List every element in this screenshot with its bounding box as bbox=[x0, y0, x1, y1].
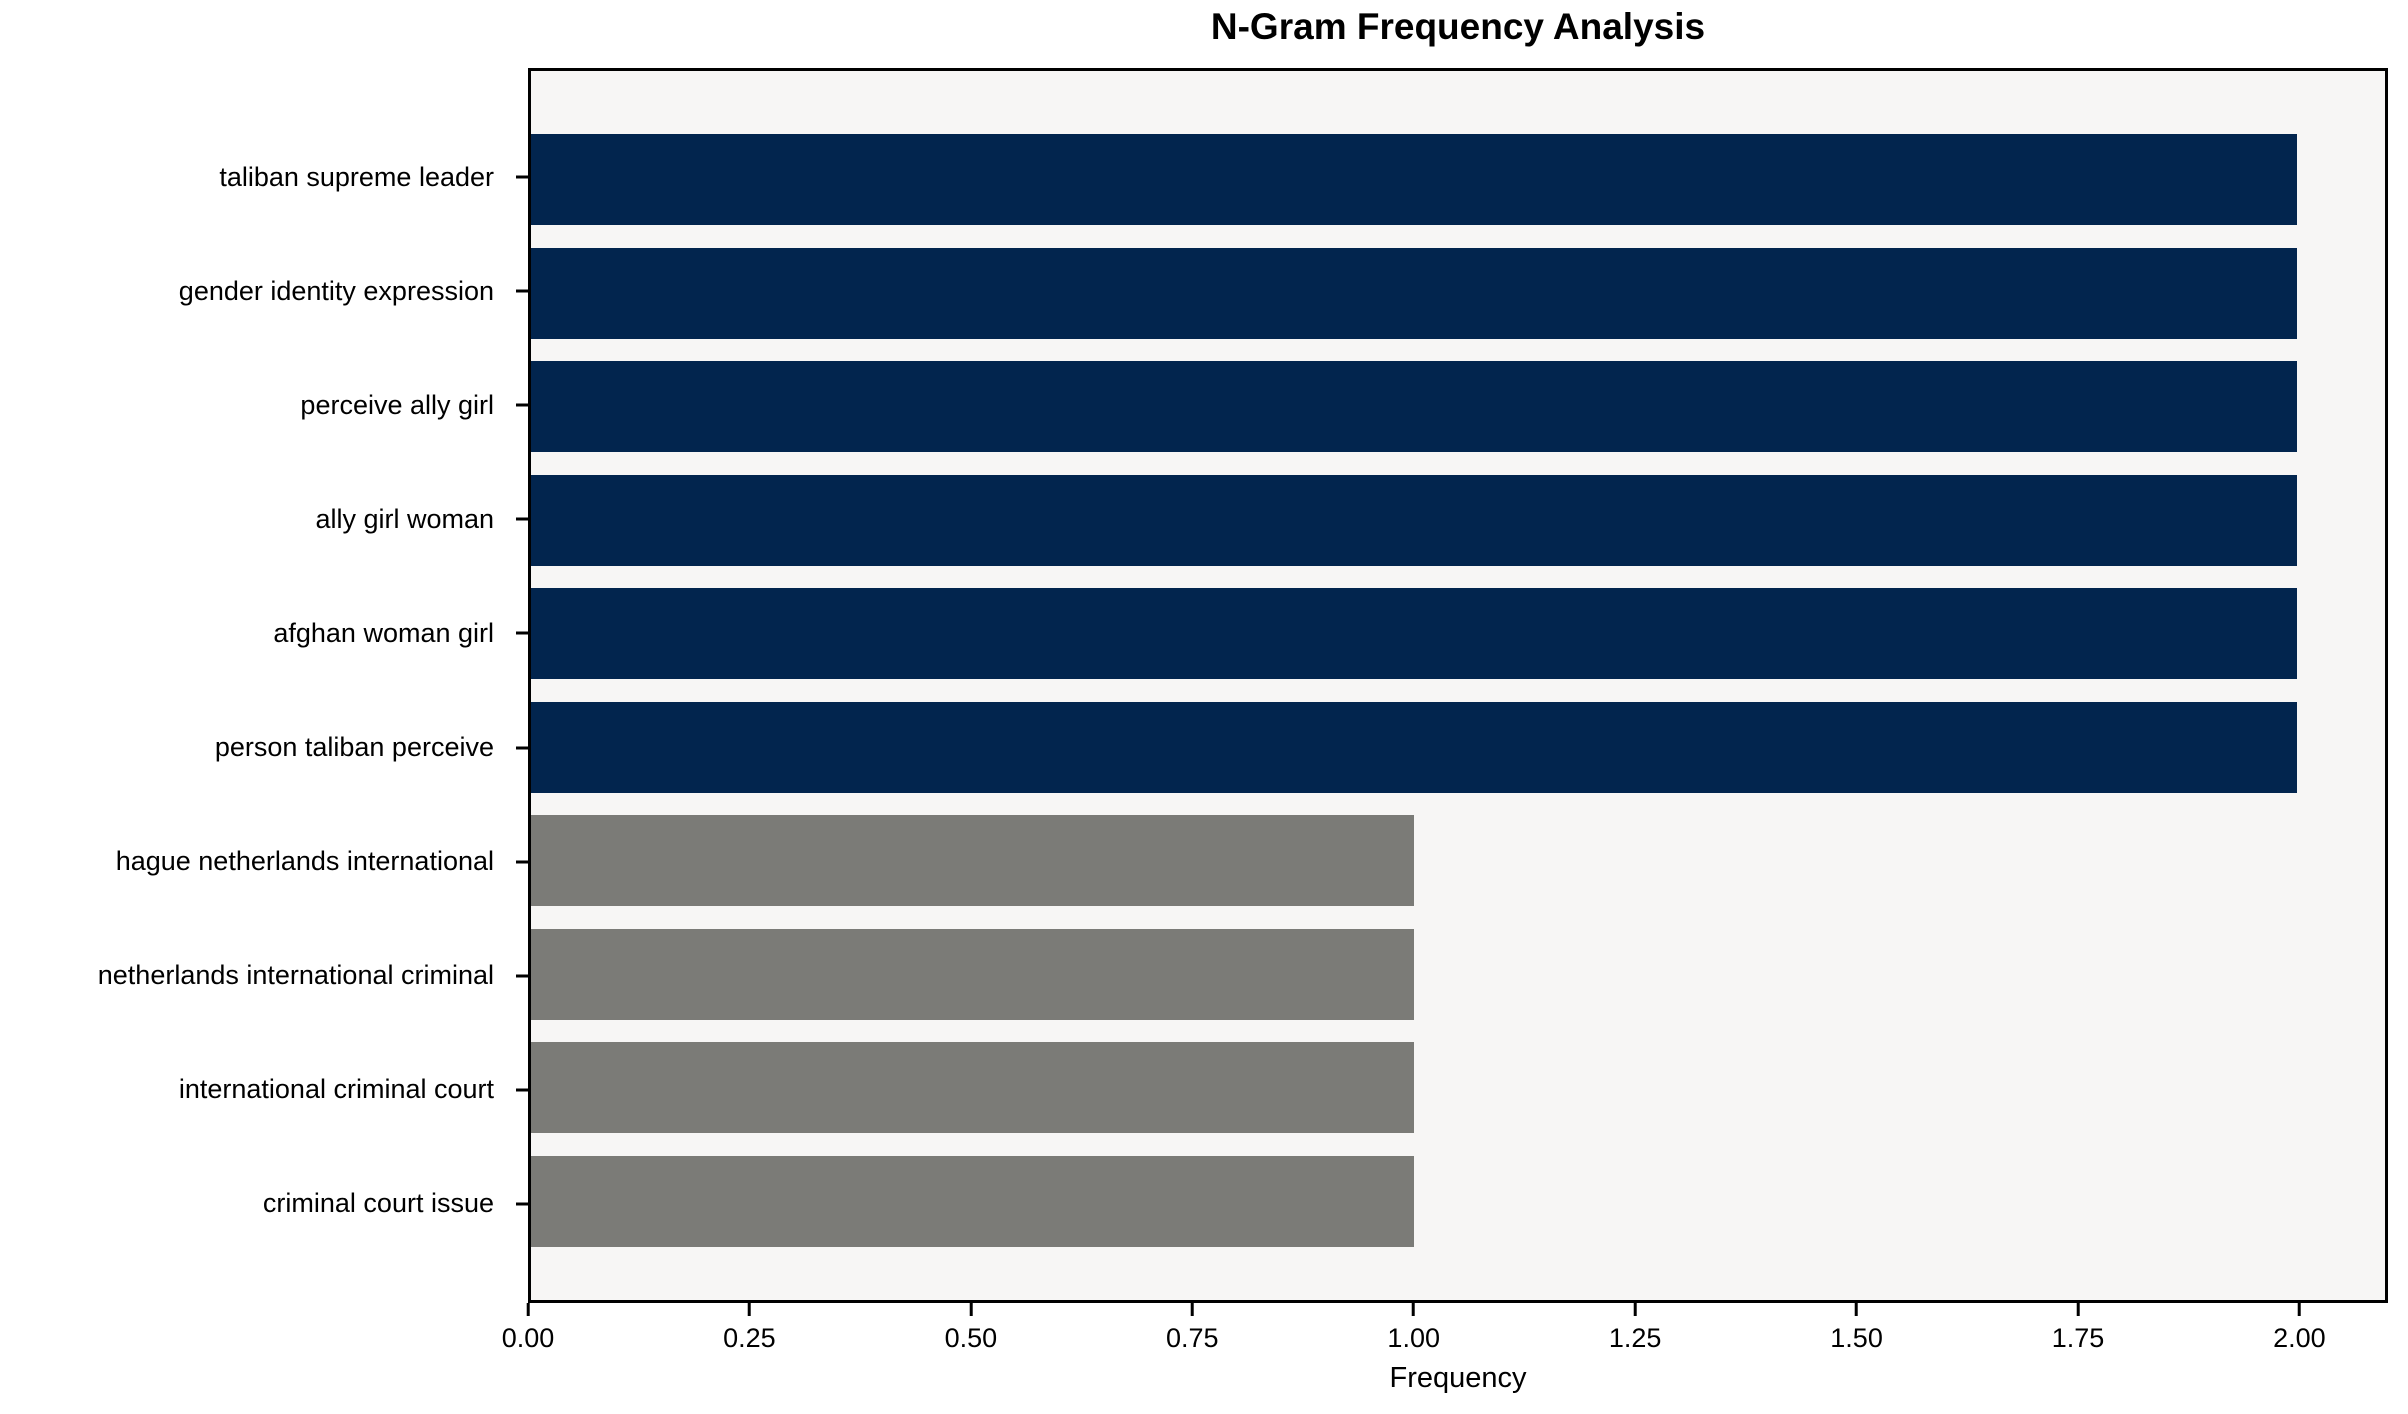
bar-row bbox=[531, 464, 2385, 578]
y-tick-mark bbox=[516, 175, 528, 179]
x-axis-label: Frequency bbox=[1389, 1362, 1527, 1394]
y-tick-mark bbox=[516, 517, 528, 521]
y-tick-row: ally girl woman bbox=[0, 462, 528, 576]
y-tick-label: gender identity expression bbox=[178, 275, 494, 306]
plot-area bbox=[528, 68, 2388, 1303]
y-tick-row: afghan woman girl bbox=[0, 576, 528, 690]
y-tick-label: criminal court issue bbox=[262, 1188, 494, 1219]
x-tick-mark bbox=[526, 1303, 530, 1316]
y-tick-row: taliban supreme leader bbox=[0, 120, 528, 234]
x-tick: 1.25 bbox=[1608, 1303, 1662, 1354]
bar-row bbox=[531, 577, 2385, 691]
y-tick-mark bbox=[516, 1088, 528, 1092]
bar bbox=[531, 815, 1414, 907]
x-tick: 1.75 bbox=[2051, 1303, 2105, 1354]
y-tick-mark bbox=[516, 974, 528, 978]
x-tick-mark bbox=[747, 1303, 751, 1316]
y-tick-row: international criminal court bbox=[0, 1033, 528, 1147]
y-tick-row: netherlands international criminal bbox=[0, 919, 528, 1033]
y-tick-label: person taliban perceive bbox=[214, 732, 494, 763]
y-tick-mark bbox=[516, 746, 528, 750]
y-tick-mark bbox=[516, 631, 528, 635]
x-axis: 0.00 0.25 0.50 0.75 1.00 1.25 1.50 1.75 2.00 bbox=[502, 1303, 2388, 1373]
bars-container bbox=[531, 71, 2385, 1300]
bar bbox=[531, 588, 2297, 680]
y-tick-label: afghan woman girl bbox=[273, 617, 494, 648]
x-tick: 2.00 bbox=[2273, 1303, 2326, 1354]
bar bbox=[531, 474, 2297, 566]
y-tick-mark bbox=[516, 403, 528, 407]
x-tick: 0.75 bbox=[1166, 1303, 1219, 1354]
y-tick-label: international criminal court bbox=[178, 1074, 494, 1105]
x-tick-mark bbox=[1412, 1303, 1416, 1316]
x-tick-label: 1.00 bbox=[1387, 1323, 1440, 1353]
x-tick-mark bbox=[1190, 1303, 1194, 1316]
y-tick-row: hague netherlands international bbox=[0, 805, 528, 919]
x-tick-label: 1.25 bbox=[1608, 1323, 1662, 1353]
bar-row bbox=[531, 691, 2385, 805]
x-tick: 0.25 bbox=[723, 1303, 776, 1354]
y-tick-label: netherlands international criminal bbox=[97, 960, 494, 991]
x-tick: 1.50 bbox=[1830, 1303, 1883, 1354]
bar bbox=[531, 928, 1414, 1020]
x-tick-mark bbox=[1633, 1303, 1637, 1316]
y-tick-row: perceive ally girl bbox=[0, 348, 528, 462]
x-tick-mark bbox=[2076, 1303, 2080, 1316]
x-tick-mark bbox=[1855, 1303, 1859, 1316]
x-tick-label: 0.00 bbox=[501, 1323, 555, 1353]
bar-row bbox=[531, 1145, 2385, 1259]
x-tick-label: 0.25 bbox=[723, 1323, 776, 1353]
y-tick-label: hague netherlands international bbox=[115, 846, 494, 877]
x-tick-mark bbox=[969, 1303, 973, 1316]
x-tick: 0.50 bbox=[944, 1303, 998, 1354]
y-tick-mark bbox=[516, 860, 528, 864]
bar-row bbox=[531, 123, 2385, 237]
x-tick-label: 1.50 bbox=[1830, 1323, 1883, 1353]
bar bbox=[531, 701, 2297, 793]
chart-title: N-Gram Frequency Analysis bbox=[1210, 6, 1706, 47]
y-tick-label: perceive ally girl bbox=[300, 389, 494, 420]
bar bbox=[531, 1042, 1414, 1134]
x-tick: 0.00 bbox=[501, 1303, 555, 1354]
bar-row bbox=[531, 1031, 2385, 1145]
bar bbox=[531, 134, 2297, 226]
bar bbox=[531, 247, 2297, 339]
x-tick-label: 0.75 bbox=[1166, 1323, 1219, 1353]
x-tick-label: 2.00 bbox=[2273, 1323, 2326, 1353]
bar-row bbox=[531, 918, 2385, 1032]
x-tick-label: 0.50 bbox=[944, 1323, 998, 1353]
bar-row bbox=[531, 804, 2385, 918]
y-tick-mark bbox=[516, 289, 528, 293]
y-tick-row: person taliban perceive bbox=[0, 690, 528, 804]
bar-row bbox=[531, 237, 2385, 351]
y-tick-label: taliban supreme leader bbox=[219, 161, 494, 192]
x-tick-label: 1.75 bbox=[2051, 1323, 2105, 1353]
y-tick-row: gender identity expression bbox=[0, 234, 528, 348]
y-tick-label: ally girl woman bbox=[315, 503, 494, 534]
bar bbox=[531, 361, 2297, 453]
x-tick-mark bbox=[2297, 1303, 2301, 1316]
bar-row bbox=[531, 350, 2385, 464]
y-axis: taliban supreme leader gender identity ex… bbox=[0, 68, 528, 1303]
y-tick-row: criminal court issue bbox=[0, 1147, 528, 1261]
x-tick: 1.00 bbox=[1387, 1303, 1440, 1354]
bar bbox=[531, 1155, 1414, 1247]
y-tick-mark bbox=[516, 1202, 528, 1206]
